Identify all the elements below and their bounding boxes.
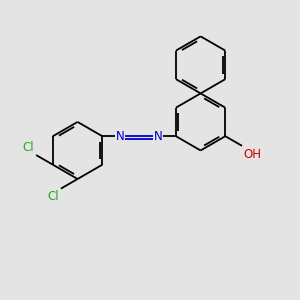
Text: Cl: Cl bbox=[23, 141, 34, 154]
Text: N: N bbox=[154, 130, 163, 143]
Text: N: N bbox=[116, 130, 124, 143]
Text: Cl: Cl bbox=[47, 190, 59, 202]
Text: OH: OH bbox=[243, 148, 261, 161]
